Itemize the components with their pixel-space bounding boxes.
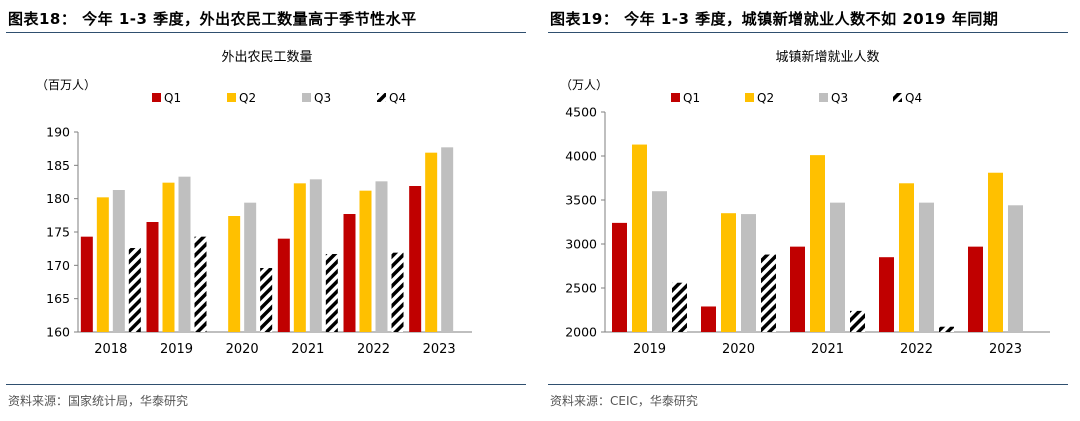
bar-q4-2020 (761, 254, 776, 332)
legend-swatch-q4 (377, 93, 386, 102)
bar-q3-2021 (309, 179, 322, 332)
source-rule (548, 384, 1068, 385)
figure-title: 图表18： 今年 1-3 季度，外出农民工数量高于季节性水平 (8, 10, 417, 28)
x-tick-label: 2022 (900, 342, 933, 357)
legend-label-q2: Q2 (757, 91, 774, 105)
legend-swatch-q4 (893, 93, 902, 102)
x-tick-label: 2021 (811, 342, 844, 357)
chart-title: 外出农民工数量 (221, 50, 312, 65)
bar-q1-2019 (612, 222, 627, 332)
legend-label-q2: Q2 (239, 91, 256, 105)
bar-q2-2020 (228, 216, 241, 332)
y-tick-label: 2000 (565, 325, 597, 340)
bar-q2-2022 (359, 190, 372, 332)
x-tick-label: 2020 (226, 342, 259, 357)
bar-q1-2023 (968, 246, 983, 332)
bar-q4-2019 (194, 236, 207, 332)
y-tick-label: 160 (46, 325, 70, 340)
x-tick-label: 2020 (722, 342, 755, 357)
y-tick-label: 175 (46, 225, 70, 240)
source-note: 资料来源：CEIC，华泰研究 (550, 394, 698, 408)
x-tick-label: 2022 (357, 342, 390, 357)
bar-q1-2023 (409, 186, 422, 332)
legend-swatch-q3 (819, 93, 828, 102)
x-tick-label: 2023 (989, 342, 1022, 357)
bar-q2-2023 (988, 172, 1003, 332)
bar-q3-2023 (441, 147, 454, 332)
left-figure-panel: 图表18： 今年 1-3 季度，外出农民工数量高于季节性水平 外出农民工数量 （百… (6, 0, 534, 421)
bar-q1-2022 (343, 214, 356, 332)
y-axis-unit-label: （万人） (560, 78, 608, 92)
y-tick-label: 4500 (565, 105, 597, 120)
x-tick-label: 2019 (160, 342, 193, 357)
y-tick-label: 2500 (565, 281, 597, 296)
title-rule (6, 32, 526, 33)
bar-q4-2021 (325, 254, 338, 332)
bar-q1-2020 (701, 306, 716, 332)
bar-q4-2022 (391, 252, 404, 332)
bar-q3-2018 (112, 190, 125, 332)
legend-label-q4: Q4 (389, 91, 406, 105)
title-rule (548, 32, 1068, 33)
bar-q1-2019 (146, 222, 159, 332)
bar-q2-2020 (721, 213, 736, 332)
bar-q1-2018 (80, 236, 93, 332)
y-tick-label: 190 (46, 125, 70, 140)
legend-swatch-q3 (302, 93, 311, 102)
bar-q2-2022 (899, 183, 914, 332)
y-tick-label: 3500 (565, 193, 597, 208)
y-tick-label: 165 (46, 291, 70, 306)
bar-q3-2022 (375, 181, 388, 332)
bar-q3-2021 (830, 202, 845, 332)
bar-q4-2018 (128, 248, 141, 332)
bar-q1-2022 (879, 257, 894, 332)
legend-label-q1: Q1 (683, 91, 700, 105)
urban-new-jobs-chart: 城镇新增就业人数 （万人） Q1 Q2 Q3 Q4 2000 2500 3000 3500 4000… (560, 49, 1050, 357)
y-tick-label: 170 (46, 258, 70, 273)
bar-q4-2020 (260, 268, 273, 332)
source-rule (6, 384, 526, 385)
bar-q3-2019 (178, 176, 191, 332)
bar-q1-2021 (277, 238, 290, 332)
x-tick-label: 2023 (423, 342, 456, 357)
bar-q4-2022 (939, 326, 954, 332)
legend-swatch-q2 (227, 93, 236, 102)
legend-label-q1: Q1 (164, 91, 181, 105)
bar-q2-2021 (810, 155, 825, 332)
legend-swatch-q2 (745, 93, 754, 102)
legend-swatch-q1 (152, 93, 161, 102)
y-tick-label: 3000 (565, 237, 597, 252)
bar-q3-2022 (919, 202, 934, 332)
bar-q3-2023 (1008, 205, 1023, 332)
x-tick-label: 2019 (633, 342, 666, 357)
legend-label-q3: Q3 (314, 91, 331, 105)
bar-q4-2019 (672, 282, 687, 332)
bar-q2-2019 (162, 182, 175, 332)
source-note: 资料来源：国家统计局，华泰研究 (8, 394, 189, 408)
legend-swatch-q1 (671, 93, 680, 102)
bar-q3-2020 (741, 214, 756, 332)
y-axis-unit-label: （百万人） (36, 78, 96, 92)
bar-q3-2020 (244, 202, 257, 332)
bar-q2-2018 (96, 197, 109, 332)
x-tick-label: 2018 (94, 342, 127, 357)
x-tick-label: 2021 (291, 342, 324, 357)
chart-title: 城镇新增就业人数 (775, 49, 879, 65)
migrant-workers-chart: 外出农民工数量 （百万人） Q1 Q2 Q3 Q4 160 165 170 175 180 185 19… (36, 50, 472, 357)
bar-q1-2021 (790, 246, 805, 332)
legend-label-q3: Q3 (831, 91, 848, 105)
bar-q4-2021 (850, 310, 865, 332)
y-tick-label: 180 (46, 191, 70, 206)
y-tick-label: 4000 (565, 149, 597, 164)
figure-title: 图表19： 今年 1-3 季度，城镇新增就业人数不如 2019 年同期 (550, 10, 999, 28)
right-figure-panel: 图表19： 今年 1-3 季度，城镇新增就业人数不如 2019 年同期 城镇新增… (548, 0, 1076, 421)
y-tick-label: 185 (46, 158, 70, 173)
bar-q2-2021 (293, 183, 306, 332)
bar-q2-2019 (632, 144, 647, 332)
bar-q2-2023 (425, 152, 438, 332)
legend-label-q4: Q4 (905, 91, 922, 105)
bar-q3-2019 (652, 191, 667, 332)
